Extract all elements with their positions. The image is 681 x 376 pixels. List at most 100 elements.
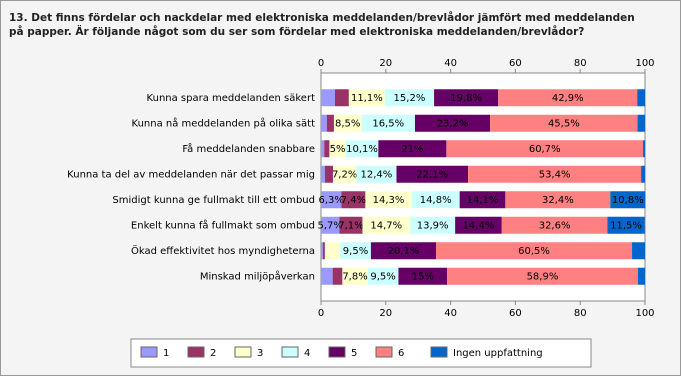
data-label: 14,7% (370, 220, 402, 231)
x-tick-label-bottom: 0 (318, 308, 324, 319)
bar-segment (341, 191, 366, 209)
legend-label: 4 (304, 348, 310, 359)
data-label: 9,5% (370, 271, 395, 282)
bar-segment (329, 140, 346, 158)
x-tick-label-bottom: 40 (444, 308, 457, 319)
y-tick-label: Enkelt kunna få fullmakt som ombud (131, 218, 315, 231)
bar-segment (446, 140, 644, 158)
legend-swatch (328, 346, 346, 358)
y-tick-label: Minskad miljöpåverkan (200, 269, 315, 282)
bar-segment (362, 216, 411, 234)
y-tick-label: Kunna spara meddelanden säkert (147, 93, 316, 104)
y-tick-label: Ökad effektivitet hos myndigheterna (131, 244, 315, 257)
data-label: 10,1% (346, 144, 378, 155)
bar-segment (321, 89, 335, 107)
bar-segment (321, 114, 327, 132)
data-label: 22,1% (416, 169, 448, 180)
legend-swatch (375, 346, 393, 358)
bar-segment (361, 114, 415, 132)
x-tick-label-bottom: 60 (509, 308, 522, 319)
data-label: 60,5% (518, 246, 550, 257)
data-label: 14,3% (373, 195, 405, 206)
bar-segment (398, 267, 448, 285)
data-label: 11,5% (610, 220, 642, 231)
bar-segment (447, 267, 638, 285)
x-tick-label-bottom: 100 (635, 308, 654, 319)
x-tick-label-bottom: 80 (574, 308, 587, 319)
x-tick-label-top: 20 (379, 58, 392, 69)
bar-segment (455, 216, 502, 234)
bar-segment (384, 89, 435, 107)
bar-segment (505, 191, 611, 209)
bar-segment (333, 114, 362, 132)
data-label: 15,2% (394, 93, 426, 104)
y-tick-label: Få meddelanden snabbare (182, 142, 315, 155)
legend-label: 6 (398, 348, 404, 359)
x-tick-label-bottom: 20 (379, 308, 392, 319)
bar-segment (637, 89, 645, 107)
bar-segment (610, 191, 646, 209)
x-tick-label-top: 60 (509, 58, 522, 69)
data-label: 6,3% (319, 195, 344, 206)
x-tick-label-top: 80 (574, 58, 587, 69)
bar-segment (321, 267, 333, 285)
bar-segment (410, 216, 456, 234)
bar-segment (501, 216, 608, 234)
bar-segment (607, 216, 645, 234)
bar-segment (324, 242, 341, 260)
data-label: 5,7% (318, 220, 343, 231)
data-label: 14,8% (420, 195, 452, 206)
legend-label: 3 (257, 348, 263, 359)
bar-segment (339, 216, 363, 234)
y-tick-label: Kunna nå meddelanden på olika sätt (132, 116, 316, 129)
bar-segment (322, 242, 325, 260)
bar-segment (411, 191, 460, 209)
bar-segment (468, 165, 642, 183)
data-label: 12,4% (361, 169, 393, 180)
x-tick-label-top: 0 (318, 58, 324, 69)
bar-segment (498, 89, 638, 107)
bar-segment (632, 242, 645, 260)
data-label: 7,8% (342, 271, 367, 282)
bar-segment (378, 140, 447, 158)
legend-label: 2 (210, 348, 216, 359)
data-label: 19,8% (450, 93, 482, 104)
data-label: 32,6% (539, 220, 571, 231)
bar-segment (641, 165, 645, 183)
bar-segment (324, 165, 333, 183)
bar-segment (436, 242, 633, 260)
x-tick-label-top: 100 (635, 58, 654, 69)
legend-swatch (140, 346, 158, 358)
data-label: 7,2% (332, 169, 357, 180)
data-label: 32,4% (542, 195, 574, 206)
legend-box (130, 338, 592, 368)
y-tick-label: Smidigt kunna ge fullmakt till ett ombud (112, 195, 315, 206)
data-label: 8,5% (335, 118, 360, 129)
data-label: 23,2% (437, 118, 469, 129)
data-label: 15% (412, 271, 434, 282)
data-label: 13,9% (417, 220, 449, 231)
bar-segment (459, 191, 506, 209)
data-label: 20,1% (388, 246, 420, 257)
data-label: 21% (401, 144, 423, 155)
bar-segment (367, 267, 399, 285)
data-label: 53,4% (539, 169, 571, 180)
bar-segment (321, 165, 325, 183)
legend-swatch (187, 346, 205, 358)
data-label: 5% (330, 144, 346, 155)
legend-label: 1 (163, 348, 169, 359)
chart-title: 13. Det finns fördelar och nackdelar med… (9, 12, 635, 38)
legend-label: 5 (351, 348, 357, 359)
bar-segment (321, 216, 340, 234)
bar-segment (396, 165, 469, 183)
bar-segment (370, 242, 437, 260)
data-label: 11,1% (351, 93, 383, 104)
bar-segment (321, 140, 325, 158)
legend-swatch (281, 346, 299, 358)
data-label: 7,1% (338, 220, 363, 231)
bar-segment (342, 267, 368, 285)
data-label: 45,5% (548, 118, 580, 129)
legend-swatch (430, 346, 448, 358)
